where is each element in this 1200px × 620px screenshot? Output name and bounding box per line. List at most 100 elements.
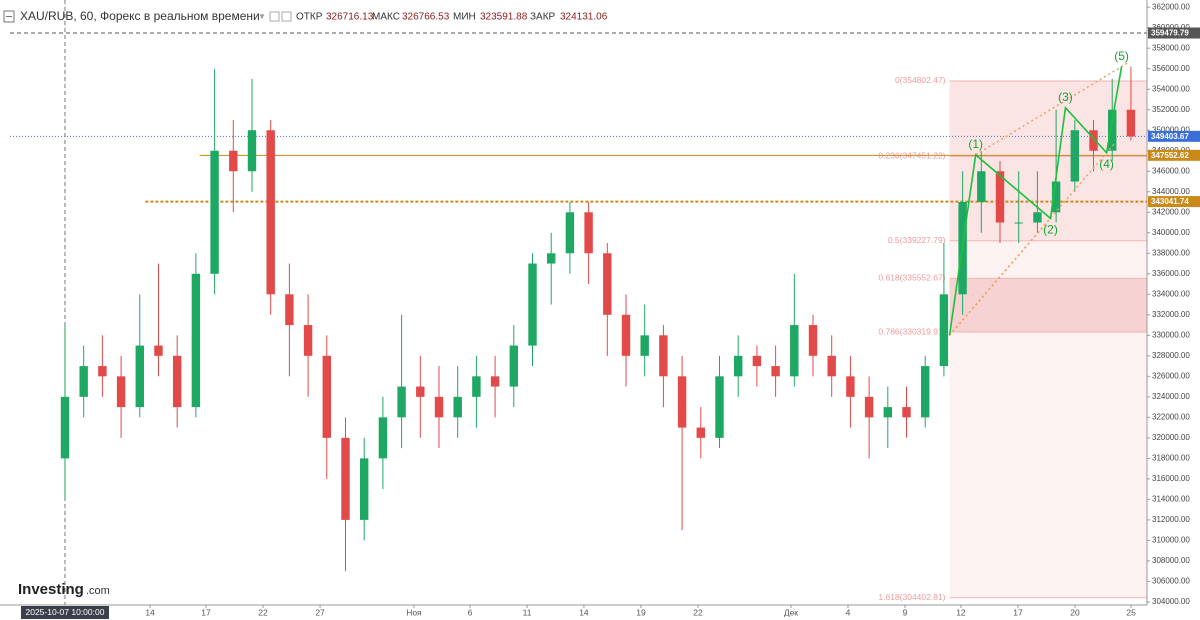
candle-body [528,263,537,346]
candle-body [977,171,986,203]
x-tick-label: 9 [903,607,908,617]
candle-body [939,294,949,367]
price-lines [10,0,1147,605]
candle-body [1070,130,1080,182]
fib-zone [949,240,1147,279]
fib-zones: 0(354802.47)0.236(347451.22)0.5(339227.7… [878,75,1147,602]
candle-body [864,396,874,418]
price-tag-label: 343041.74 [1151,197,1189,206]
candle-body [490,376,500,387]
candle-body [453,396,462,418]
y-tick-label: 352000.00 [1152,105,1190,114]
candle-body [322,355,331,438]
candle-body [509,345,519,387]
candle-body [584,212,593,254]
x-tick-label: 19 [636,607,646,617]
candle-body [79,366,88,397]
brand-suffix: .com [86,585,110,597]
symbol-icon[interactable] [3,10,15,23]
y-tick-label: 328000.00 [1152,351,1190,360]
x-axis-panel [0,605,1147,620]
ohlc-value: 324131.06 [560,12,608,23]
y-tick-label: 318000.00 [1152,453,1190,462]
ohlc-label: ЗАКР [530,12,556,23]
fib-zone [949,278,1147,333]
fib-zone [949,332,1147,598]
fib-label: 0.786(330319.91) [878,326,945,336]
dropdown-icon[interactable]: ▼ [258,12,266,21]
brand-logo: Investing .com [18,581,110,598]
candle-body [790,325,799,377]
candle-body [715,376,724,438]
candle-body [640,335,649,356]
candle-body [1051,181,1061,213]
header: XAU/RUB, 60, Форекс в реальном времени ▼ [3,9,292,23]
y-tick-label: 304000.00 [1152,597,1190,606]
crosshair-tag [20,606,109,619]
y-tick-label: 360000.00 [1152,23,1190,32]
x-tick-label: Дек [784,607,798,617]
x-tick-label: 22 [693,607,703,617]
candle-body [902,407,911,418]
close-icon[interactable] [281,11,292,22]
x-tick-label: 17 [1013,607,1023,617]
x-tick-label: Ноя [406,607,422,617]
candle-body [546,253,556,264]
candle-body [995,171,1005,223]
fib-label: 0.5(339227.79) [888,235,946,245]
candle-body [378,417,388,459]
candle-body [1033,212,1042,223]
wave-label: (4) [1099,157,1114,171]
wave-label: (5) [1114,49,1129,63]
crosshair-tag-label: 2025-10-07 10:00:00 [26,607,105,617]
candle-body [434,396,444,418]
candle-body [359,458,369,520]
y-tick-label: 342000.00 [1152,207,1190,216]
candle-body [603,253,612,315]
y-tick-label: 324000.00 [1152,392,1190,401]
candle-body [733,355,743,377]
y-tick-label: 322000.00 [1152,412,1190,421]
ohlc-label: ОТКР [296,12,323,23]
y-tick-label: 340000.00 [1152,228,1190,237]
candle-body [1089,130,1098,151]
axes: 304000.00 306000.00 308000.00 310000.00 3120… [20,2,1200,619]
x-tick-label: 17 [201,607,211,617]
candle-body [247,130,257,172]
candle-body [397,386,406,418]
x-tick-label: 6 [468,607,473,617]
price-tag-label: 349403.67 [1151,132,1189,141]
candle-body [303,325,313,356]
candle-body [472,376,481,397]
price-tag [1148,196,1200,208]
fib-label: 0(354802.47) [895,75,946,85]
x-tick-label: 4 [846,607,851,617]
ohlc-label: МИН [453,12,476,23]
candle-body [827,355,836,377]
candle-body [846,376,855,397]
ohlc-value: 326716.13 [326,12,374,23]
wave-line [948,66,1123,336]
candle-body [416,386,425,397]
wave-label: (3) [1058,90,1073,104]
settings-icon[interactable] [269,11,280,22]
x-tick-label: 14 [579,607,589,617]
title: XAU/RUB, 60, Форекс в реальном времени [20,9,260,23]
y-tick-label: 354000.00 [1152,84,1190,93]
y-tick-label: 346000.00 [1152,166,1190,175]
candle-body [154,345,163,356]
candle-body [341,437,350,520]
y-tick-label: 320000.00 [1152,433,1190,442]
candle-body [60,396,70,459]
candle-body [771,366,780,377]
x-tick-label: 22 [258,607,268,617]
y-tick-label: 338000.00 [1152,248,1190,257]
wave-label: (1) [968,137,983,151]
channel-base [948,217,1052,336]
y-tick-label: 332000.00 [1152,310,1190,319]
y-tick-label: 358000.00 [1152,43,1190,52]
price-tag-label: 347552.62 [1151,151,1189,160]
y-tick-label: 350000.00 [1152,125,1190,134]
candle-body [752,355,762,367]
